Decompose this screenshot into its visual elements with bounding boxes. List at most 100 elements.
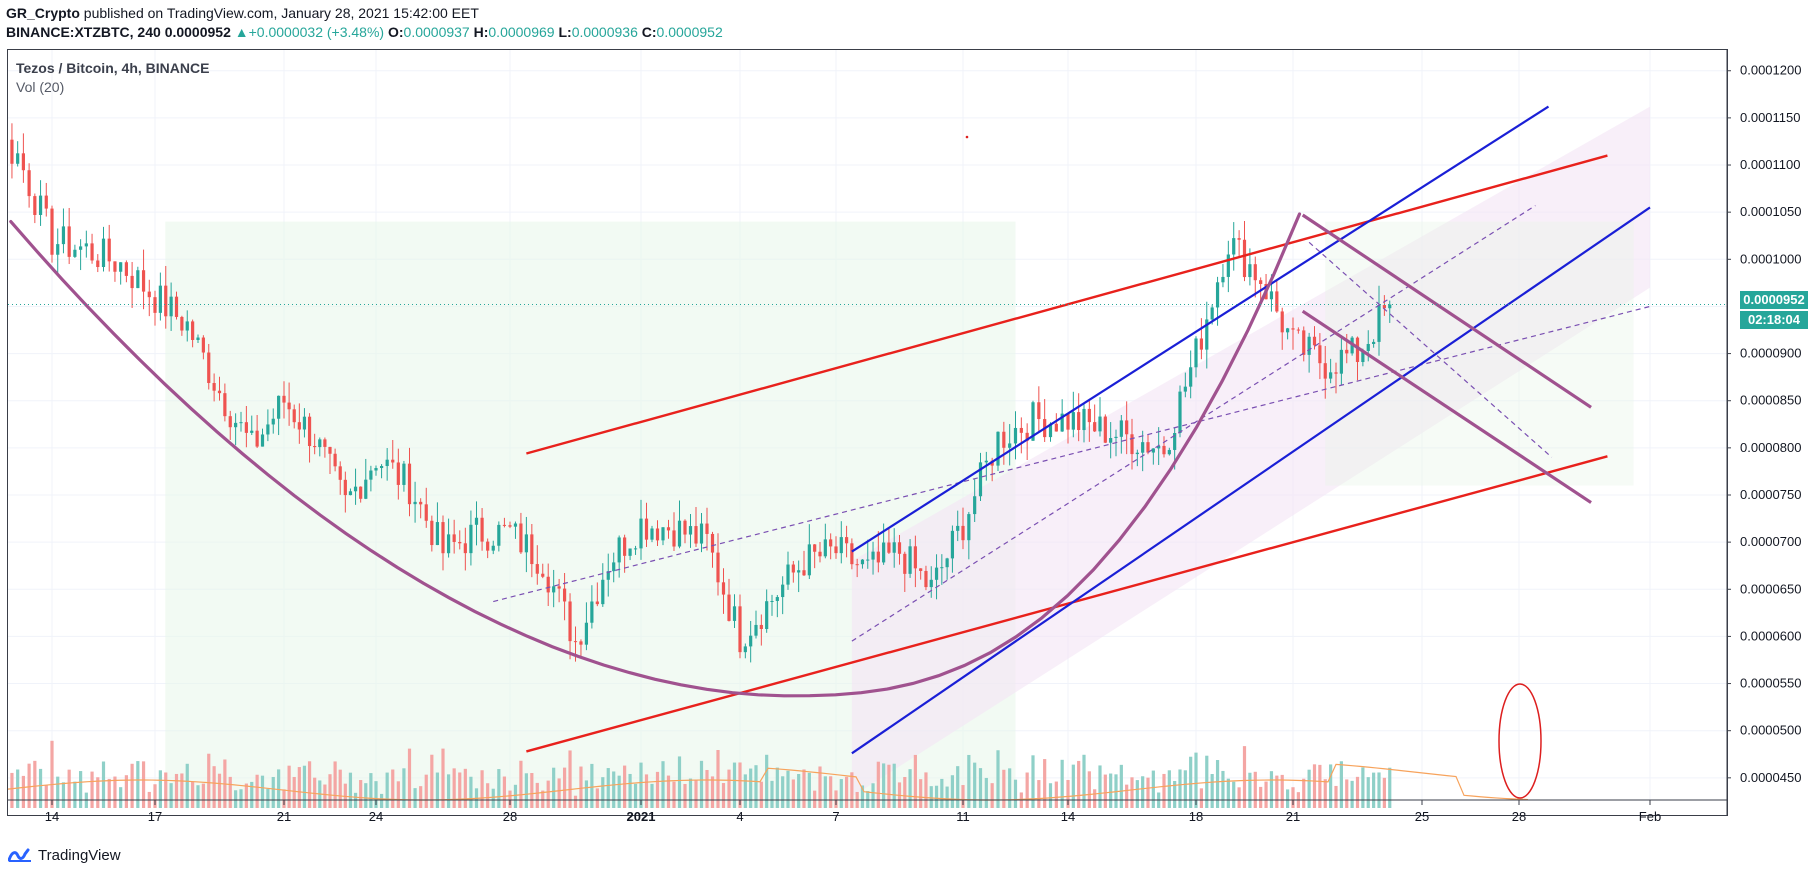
candle-body[interactable] (802, 570, 806, 576)
candle-body[interactable] (260, 434, 265, 447)
candle-body[interactable] (882, 542, 886, 563)
candle-body[interactable] (1366, 343, 1370, 351)
candle-body[interactable] (1355, 337, 1360, 363)
price-axis[interactable]: 0.0000450 0.0000500 0.0000550 0.0000600 0.00… (1726, 50, 1801, 816)
candle-body[interactable] (44, 195, 48, 209)
desc-channel-upper[interactable] (1301, 213, 1592, 409)
candle-body[interactable] (396, 462, 400, 485)
tradingview-logo-icon[interactable] (8, 847, 32, 863)
candle-body[interactable] (61, 226, 66, 245)
candle-body[interactable] (130, 275, 134, 289)
candle-body[interactable] (1361, 350, 1365, 363)
candle-body[interactable] (1232, 238, 1236, 255)
candle-body[interactable] (934, 567, 939, 580)
candle-body[interactable] (694, 526, 698, 544)
candle-body[interactable] (277, 395, 281, 419)
candle-body[interactable] (174, 296, 179, 317)
candle-body[interactable] (1013, 427, 1018, 444)
candle-body[interactable] (79, 246, 83, 250)
candle-body[interactable] (119, 262, 123, 272)
candle-body[interactable] (721, 582, 726, 595)
candle-body[interactable] (1077, 412, 1081, 431)
candle-body[interactable] (984, 460, 988, 463)
candle-body[interactable] (239, 422, 243, 424)
candle-body[interactable] (1286, 328, 1290, 333)
candle-body[interactable] (282, 395, 286, 403)
candle-body[interactable] (21, 153, 25, 171)
candle-body[interactable] (839, 537, 843, 554)
candle-body[interactable] (688, 526, 693, 535)
candle-body[interactable] (710, 533, 715, 553)
candlesticks[interactable] (10, 123, 1392, 663)
candle-body[interactable] (1151, 448, 1155, 453)
candle-body[interactable] (207, 352, 211, 384)
candle-body[interactable] (978, 462, 983, 497)
candle-body[interactable] (908, 546, 912, 574)
candle-body[interactable] (612, 562, 616, 572)
candle-body[interactable] (458, 541, 462, 544)
candle-body[interactable] (1334, 372, 1338, 374)
volume-highlight-ellipse[interactable] (1498, 683, 1542, 799)
candle-body[interactable] (738, 606, 742, 653)
candle-body[interactable] (765, 601, 769, 630)
candle-body[interactable] (491, 545, 495, 551)
candle-body[interactable] (1098, 416, 1102, 432)
candle-body[interactable] (348, 491, 353, 496)
candle-body[interactable] (430, 520, 434, 546)
candle-body[interactable] (73, 249, 77, 257)
candle-body[interactable] (318, 439, 322, 448)
candle-body[interactable] (699, 523, 704, 544)
candle-body[interactable] (530, 534, 534, 565)
candle-body[interactable] (1329, 372, 1333, 379)
candle-body[interactable] (650, 528, 654, 540)
candle-body[interactable] (67, 226, 71, 257)
candle-body[interactable] (623, 537, 627, 556)
candle-body[interactable] (749, 635, 753, 647)
candle-body[interactable] (1280, 311, 1284, 333)
candle-body[interactable] (584, 622, 589, 645)
candle-body[interactable] (1002, 431, 1006, 448)
candle-body[interactable] (502, 524, 507, 526)
candle-body[interactable] (1008, 443, 1012, 448)
candle-body[interactable] (1307, 336, 1311, 355)
candle-body[interactable] (343, 479, 347, 496)
desc-channel-lower[interactable] (1301, 309, 1592, 504)
regression-line-dashed[interactable] (493, 305, 1651, 603)
lower-red-trendline[interactable] (526, 455, 1608, 753)
candle-body[interactable] (743, 646, 747, 653)
candle-body[interactable] (775, 597, 779, 601)
candle-body[interactable] (424, 504, 428, 521)
candle-body[interactable] (180, 316, 184, 331)
candle-body[interactable] (844, 537, 849, 544)
candle-body[interactable] (369, 470, 373, 480)
candle-body[interactable] (913, 546, 917, 569)
candle-body[interactable] (96, 260, 100, 268)
candle-body[interactable] (823, 539, 827, 557)
descending-mid-dashed[interactable] (1308, 241, 1553, 458)
candle-body[interactable] (1114, 436, 1118, 439)
candle-body[interactable] (50, 208, 54, 255)
candle-body[interactable] (887, 542, 891, 553)
candle-body[interactable] (56, 244, 60, 255)
candle-body[interactable] (359, 486, 363, 499)
candle-body[interactable] (1199, 338, 1203, 350)
candle-body[interactable] (513, 523, 518, 527)
candle-body[interactable] (672, 530, 676, 547)
candle-body[interactable] (419, 501, 423, 505)
candle-body[interactable] (153, 297, 157, 313)
candle-body[interactable] (1093, 422, 1097, 432)
candle-body[interactable] (474, 517, 479, 525)
candle-body[interactable] (945, 558, 949, 568)
candle-body[interactable] (10, 139, 14, 164)
candle-body[interactable] (297, 422, 301, 430)
candle-body[interactable] (1189, 367, 1193, 387)
candle-body[interactable] (287, 402, 291, 410)
candle-body[interactable] (141, 270, 146, 292)
candle-body[interactable] (1345, 349, 1349, 354)
candle-body[interactable] (903, 553, 907, 574)
candle-body[interactable] (1066, 413, 1070, 430)
candle-body[interactable] (158, 285, 162, 313)
candle-body[interactable] (328, 446, 332, 454)
candle-body[interactable] (379, 466, 384, 469)
